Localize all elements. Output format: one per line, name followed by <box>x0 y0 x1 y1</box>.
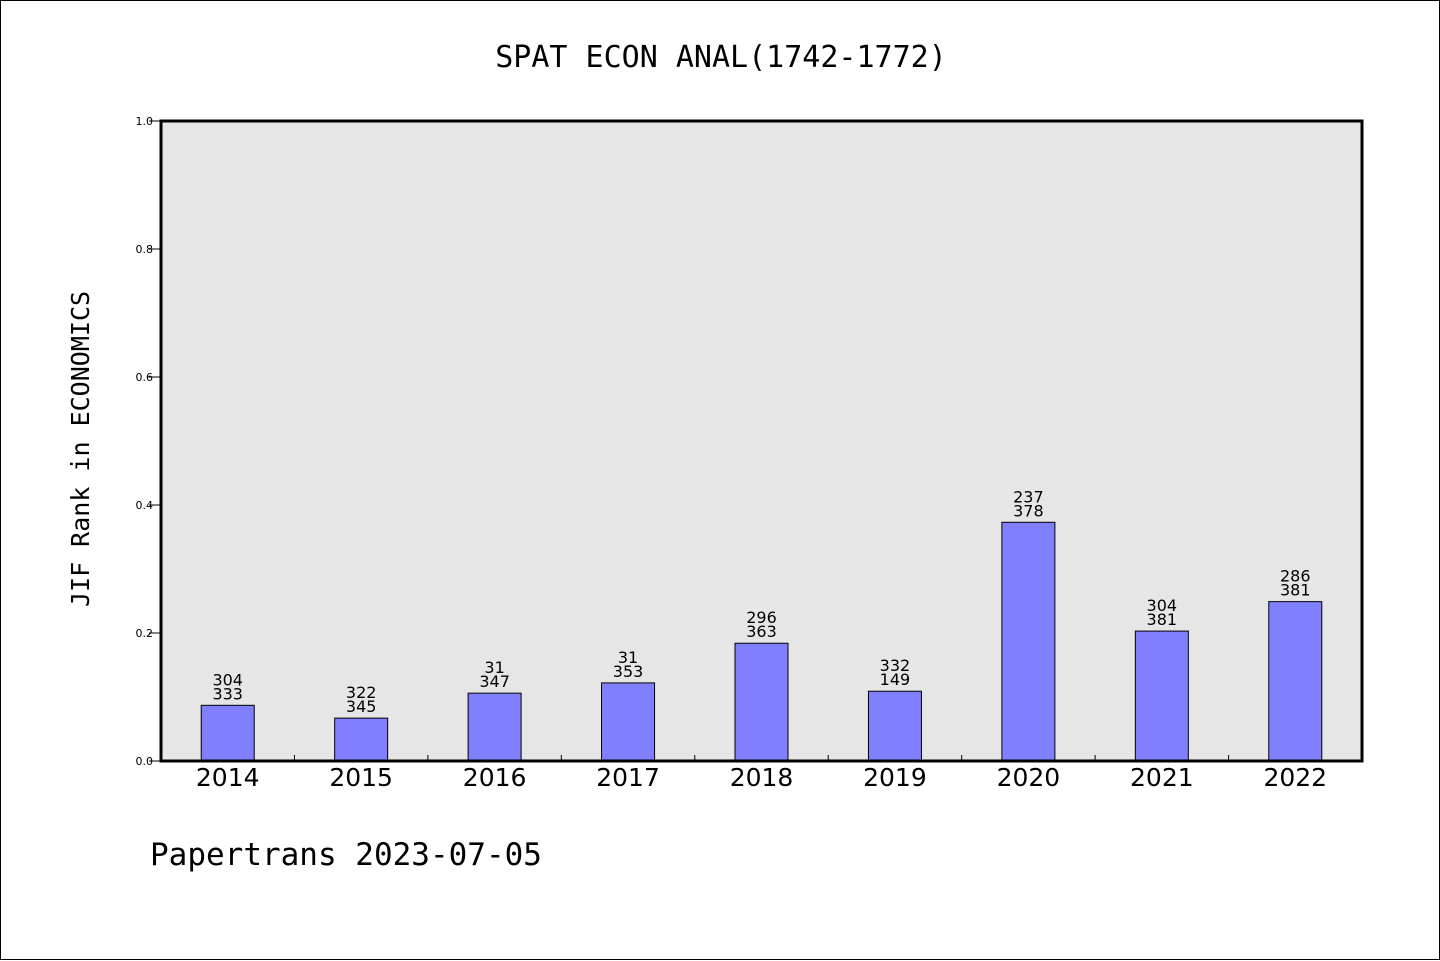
y-axis: 0.0 0.2 0.4 0.6 0.8 1.0 <box>136 115 161 768</box>
chart-title: SPAT ECON ANAL(1742-1772) <box>495 40 947 75</box>
data-label-bottom: 378 <box>1013 501 1044 520</box>
data-label-top: 304 <box>1147 596 1178 615</box>
y-tick-label: 0.0 <box>136 755 154 768</box>
x-tick-label: 2022 <box>1263 763 1327 792</box>
data-label-bottom: 353 <box>613 662 644 681</box>
data-label-top: 296 <box>746 608 777 627</box>
data-label-bottom: 381 <box>1147 610 1178 629</box>
plot-border <box>159 119 1364 763</box>
y-axis-label: JIF Rank in ECONOMICS <box>66 291 95 607</box>
bar-2015 <box>334 717 389 762</box>
data-label-top: 304 <box>212 670 243 689</box>
data-label-bottom: 347 <box>479 672 510 691</box>
x-tick-label: 2020 <box>997 763 1061 792</box>
x-tick-label: 2016 <box>463 763 527 792</box>
bar-2021 <box>1134 630 1189 762</box>
data-label-top: 237 <box>1013 487 1044 506</box>
y-tick-label: 0.2 <box>136 627 154 640</box>
bars <box>200 521 1323 762</box>
y-tick-label: 0.8 <box>136 243 154 256</box>
x-tick-label: 2014 <box>196 763 260 792</box>
data-label-top: 31 <box>484 658 504 677</box>
y-tick-label: 0.6 <box>136 371 154 384</box>
data-label-top: 31 <box>618 648 638 667</box>
data-label-bottom: 363 <box>746 622 777 641</box>
bar-2022 <box>1268 601 1323 762</box>
x-tick-label: 2018 <box>730 763 794 792</box>
bar-2018 <box>734 642 789 762</box>
data-label-bottom: 381 <box>1280 581 1311 600</box>
x-tick-label: 2015 <box>329 763 393 792</box>
bar-2019 <box>867 690 922 762</box>
x-tick-label: 2019 <box>863 763 927 792</box>
y-tick-label: 1.0 <box>136 115 154 128</box>
bar-2017 <box>601 682 656 762</box>
data-label-top: 286 <box>1280 567 1311 586</box>
data-label-top: 332 <box>880 656 911 675</box>
bar-2016 <box>467 692 522 762</box>
data-label-bottom: 333 <box>212 684 243 703</box>
data-label-top: 322 <box>346 683 377 702</box>
bar-2020 <box>1001 521 1056 762</box>
footer-text: Papertrans 2023-07-05 <box>150 837 542 873</box>
data-label-bottom: 149 <box>880 670 911 689</box>
x-tick-label: 2021 <box>1130 763 1194 792</box>
bar-2014 <box>200 704 255 762</box>
y-tick-label: 0.4 <box>136 499 154 512</box>
data-label-bottom: 345 <box>346 697 377 716</box>
x-axis: 2014 2015 2016 2017 2018 2019 2020 2021 2022 <box>196 755 1327 792</box>
x-tick-label: 2017 <box>596 763 660 792</box>
